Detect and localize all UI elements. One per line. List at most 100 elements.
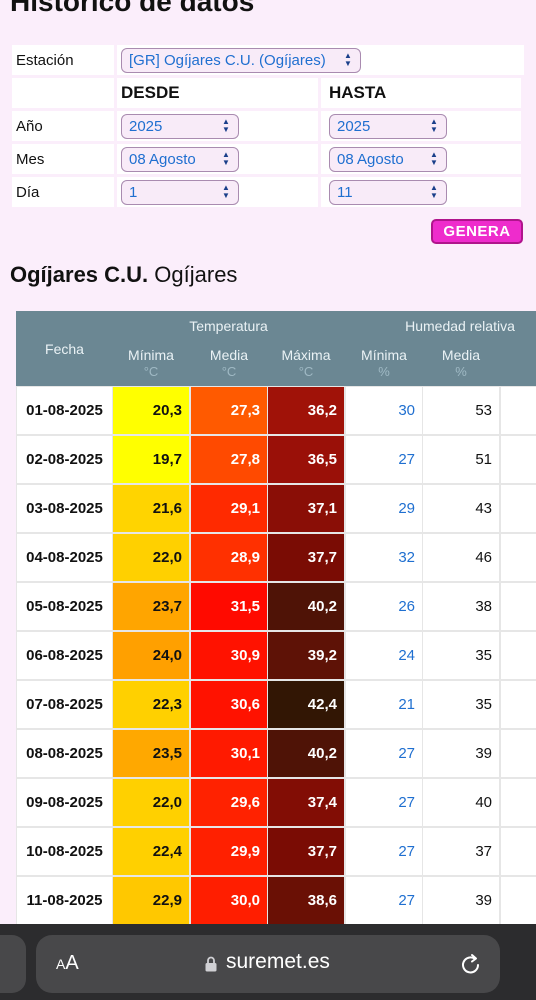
table-row: 06-08- 2025 24,0 30,9 39,2 24 35 bbox=[16, 631, 536, 680]
hum-med-cell: 51 bbox=[423, 436, 499, 483]
temp-med-cell: 29,1 bbox=[191, 485, 267, 532]
table-row: 11-08- 2025 22,9 30,0 38,6 27 39 bbox=[16, 876, 536, 925]
temp-max-cell: 37,4 bbox=[268, 779, 344, 826]
station-label: Estación bbox=[12, 45, 114, 75]
extra-cell bbox=[501, 779, 536, 826]
extra-cell bbox=[501, 534, 536, 581]
temp-med-cell: 27,8 bbox=[191, 436, 267, 483]
temp-min-cell: 23,5 bbox=[113, 730, 189, 777]
month-label: Mes bbox=[12, 144, 114, 174]
month-to-select[interactable]: 08 Agosto ▲ ▼ bbox=[329, 146, 447, 172]
station-name: Ogíjares C.U. bbox=[10, 262, 149, 287]
hum-min-cell: 32 bbox=[346, 534, 422, 581]
table-row: 07-08- 2025 22,3 30,6 42,4 21 35 bbox=[16, 680, 536, 729]
date-cell: 09-08- 2025 bbox=[17, 779, 112, 826]
hum-min-cell: 29 bbox=[346, 485, 422, 532]
desde-header: DESDE bbox=[117, 78, 318, 108]
extra-cell bbox=[501, 828, 536, 875]
table-row: 04-08- 2025 22,0 28,9 37,7 32 46 bbox=[16, 533, 536, 582]
unit-temp-med: °C bbox=[221, 364, 237, 379]
temp-min-cell: 22,4 bbox=[113, 828, 189, 875]
text-size-button[interactable]: AA bbox=[56, 952, 79, 974]
station-locality: Ogíjares bbox=[154, 262, 238, 287]
hum-med-cell: 38 bbox=[423, 583, 499, 630]
select-arrows-icon: ▲ ▼ bbox=[222, 182, 230, 200]
hum-min-cell: 27 bbox=[346, 436, 422, 483]
hum-med-cell: 40 bbox=[423, 779, 499, 826]
year-from-select[interactable]: 2025 ▲ ▼ bbox=[121, 113, 239, 139]
extra-cell bbox=[501, 485, 536, 532]
day-to-select[interactable]: 11 ▲ ▼ bbox=[329, 179, 447, 205]
lock-icon bbox=[205, 956, 217, 972]
table-row: 08-08- 2025 23,5 30,1 40,2 27 39 bbox=[16, 729, 536, 778]
hum-med-cell: 43 bbox=[423, 485, 499, 532]
hum-med-cell: 46 bbox=[423, 534, 499, 581]
year-to-select[interactable]: 2025 ▲ ▼ bbox=[329, 113, 447, 139]
extra-cell bbox=[501, 436, 536, 483]
unit-temp-max: °C bbox=[298, 364, 314, 379]
extra-cell bbox=[501, 583, 536, 630]
extra-cell bbox=[501, 632, 536, 679]
day-label: Día bbox=[12, 177, 114, 207]
unit-temp-min: °C bbox=[143, 364, 159, 379]
hum-min-cell: 21 bbox=[346, 681, 422, 728]
reload-icon[interactable] bbox=[459, 952, 483, 976]
table-body: 01-08- 2025 20,3 27,3 36,2 30 53 02-08- 2025 19,7… bbox=[16, 386, 536, 925]
table-row: 03-08- 2025 21,6 29,1 37,1 29 43 bbox=[16, 484, 536, 533]
generate-button[interactable]: GENERA bbox=[431, 219, 523, 244]
station-select[interactable]: [GR] Ogíjares C.U. (Ogíjares) ▲ ▼ bbox=[121, 47, 361, 73]
temp-max-cell: 39,2 bbox=[268, 632, 344, 679]
temp-med-cell: 30,1 bbox=[191, 730, 267, 777]
select-arrows-icon: ▲ ▼ bbox=[430, 149, 438, 167]
group-temperature: Temperatura bbox=[189, 318, 268, 334]
unit-hum-min: % bbox=[378, 364, 390, 379]
temp-min-cell: 22,3 bbox=[113, 681, 189, 728]
table-header: Fecha Temperatura Humedad relativa Mínim… bbox=[16, 311, 536, 386]
temp-max-cell: 42,4 bbox=[268, 681, 344, 728]
date-cell: 11-08- 2025 bbox=[17, 877, 112, 924]
temp-min-cell: 23,7 bbox=[113, 583, 189, 630]
hum-med-cell: 39 bbox=[423, 730, 499, 777]
temp-med-cell: 30,0 bbox=[191, 877, 267, 924]
previous-tab[interactable] bbox=[0, 935, 26, 993]
select-arrows-icon: ▲ ▼ bbox=[430, 116, 438, 134]
extra-cell bbox=[501, 387, 536, 434]
day-from-select[interactable]: 1 ▲ ▼ bbox=[121, 179, 239, 205]
temp-med-cell: 30,9 bbox=[191, 632, 267, 679]
unit-hum-med: % bbox=[455, 364, 467, 379]
temp-min-cell: 22,9 bbox=[113, 877, 189, 924]
table-row: 05-08- 2025 23,7 31,5 40,2 26 38 bbox=[16, 582, 536, 631]
temp-med-cell: 30,6 bbox=[191, 681, 267, 728]
address-bar[interactable] bbox=[36, 935, 500, 993]
hum-min-cell: 24 bbox=[346, 632, 422, 679]
temp-min-cell: 22,0 bbox=[113, 534, 189, 581]
query-form: Estación [GR] Ogíjares C.U. (Ogíjares) ▲… bbox=[12, 45, 524, 210]
date-cell: 06-08- 2025 bbox=[17, 632, 112, 679]
col-hum-min: Mínima bbox=[361, 347, 407, 363]
temp-max-cell: 36,5 bbox=[268, 436, 344, 483]
temp-max-cell: 37,1 bbox=[268, 485, 344, 532]
temp-min-cell: 20,3 bbox=[113, 387, 189, 434]
temp-max-cell: 40,2 bbox=[268, 730, 344, 777]
year-label: Año bbox=[12, 111, 114, 141]
month-row: Mes 08 Agosto ▲ ▼ 08 Agosto ▲ ▼ bbox=[12, 144, 524, 174]
select-arrows-icon: ▲ ▼ bbox=[430, 182, 438, 200]
hum-min-cell: 26 bbox=[346, 583, 422, 630]
col-date: Fecha bbox=[45, 341, 84, 357]
month-from-select[interactable]: 08 Agosto ▲ ▼ bbox=[121, 146, 239, 172]
select-arrows-icon: ▲ ▼ bbox=[222, 116, 230, 134]
station-select-value: [GR] Ogíjares C.U. (Ogíjares) bbox=[129, 51, 326, 69]
date-cell: 03-08- 2025 bbox=[17, 485, 112, 532]
temp-max-cell: 38,6 bbox=[268, 877, 344, 924]
select-arrows-icon: ▲ ▼ bbox=[344, 50, 352, 68]
temp-max-cell: 37,7 bbox=[268, 534, 344, 581]
date-cell: 02-08- 2025 bbox=[17, 436, 112, 483]
temp-min-cell: 21,6 bbox=[113, 485, 189, 532]
temp-min-cell: 19,7 bbox=[113, 436, 189, 483]
hum-min-cell: 30 bbox=[346, 387, 422, 434]
hum-med-cell: 35 bbox=[423, 632, 499, 679]
col-temp-min: Mínima bbox=[128, 347, 174, 363]
extra-cell bbox=[501, 730, 536, 777]
station-title: Ogíjares C.U. Ogíjares bbox=[10, 262, 237, 288]
hum-min-cell: 27 bbox=[346, 828, 422, 875]
